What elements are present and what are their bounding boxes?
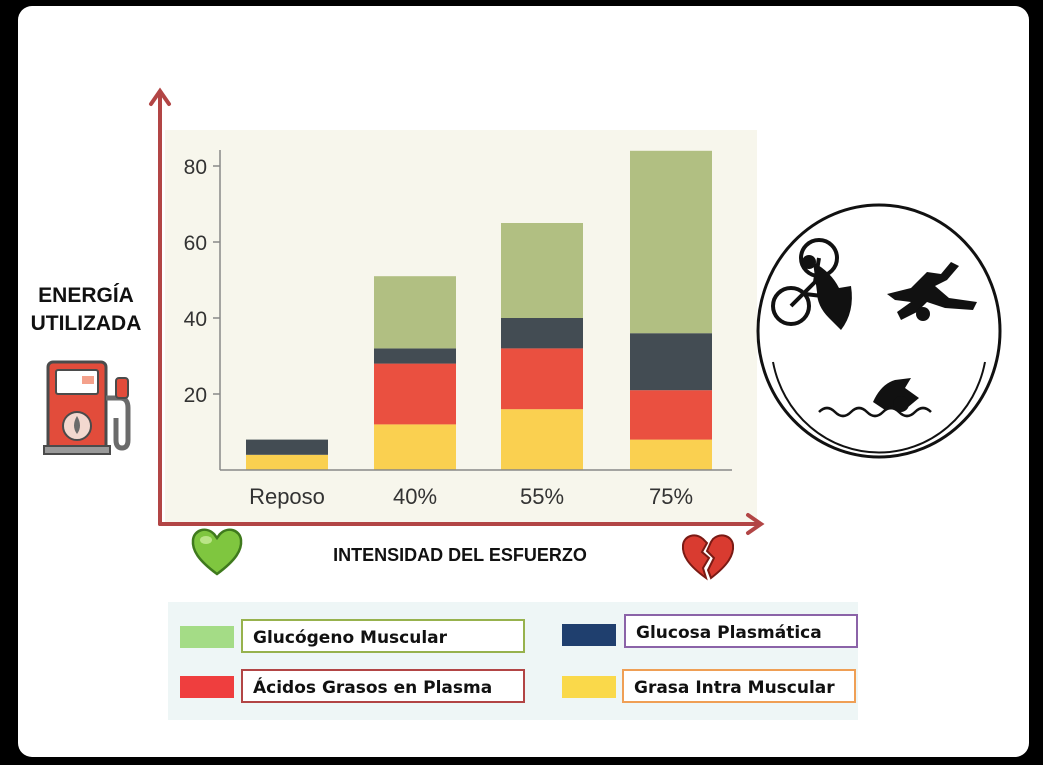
legend-label-grasa: Grasa Intra Muscular (622, 669, 856, 703)
y-tick-label-0: 20 (184, 384, 207, 407)
green-heart-icon (191, 528, 243, 576)
y-tick-label-3: 80 (184, 156, 207, 179)
bar-1-1 (374, 363, 456, 425)
bar-2-3 (501, 223, 583, 318)
legend-swatch-acidos (180, 676, 234, 698)
bar-0-2 (246, 439, 328, 455)
x-categories-group: Reposo 40% 55% 75% (249, 484, 693, 509)
broken-heart-icon (681, 534, 735, 581)
x-axis-arrow (158, 513, 765, 535)
y-axis-arrow (149, 87, 171, 526)
bar-3-1 (630, 390, 712, 440)
legend-label-acidos: Ácidos Grasos en Plasma (241, 669, 525, 703)
triathlon-icon (756, 203, 1002, 459)
legend-swatch-glucosa (562, 624, 616, 646)
y-axis-title-line2: UTILIZADA (30, 312, 142, 335)
x-axis-title: INTENSIDAD DEL ESFUERZO (333, 545, 587, 565)
bar-3-3 (630, 150, 712, 334)
bars-group (246, 150, 712, 470)
bar-3-0 (630, 439, 712, 470)
bar-1-0 (374, 424, 456, 470)
fuel-pump-icon (43, 360, 131, 455)
x-category-label-0: Reposo (249, 484, 325, 509)
bar-2-0 (501, 409, 583, 470)
y-axis-title-line1: ENERGÍA (38, 284, 134, 307)
x-category-label-2: 55% (520, 484, 564, 509)
legend-label-glucogeno: Glucógeno Muscular (241, 619, 525, 653)
x-category-label-1: 40% (393, 484, 437, 509)
legend-swatch-grasa (562, 676, 616, 698)
legend-label-glucosa: Glucosa Plasmática (624, 614, 858, 648)
bar-0-0 (246, 454, 328, 470)
y-tick-label-1: 40 (184, 308, 207, 331)
bar-3-2 (630, 333, 712, 391)
bar-1-2 (374, 348, 456, 364)
bar-2-2 (501, 318, 583, 349)
x-category-label-3: 75% (649, 484, 693, 509)
y-tick-label-2: 60 (184, 232, 207, 255)
y-ticks-group: 20 40 60 80 (184, 156, 220, 407)
legend-swatch-glucogeno (180, 626, 234, 648)
bar-2-1 (501, 348, 583, 410)
bar-1-3 (374, 276, 456, 349)
